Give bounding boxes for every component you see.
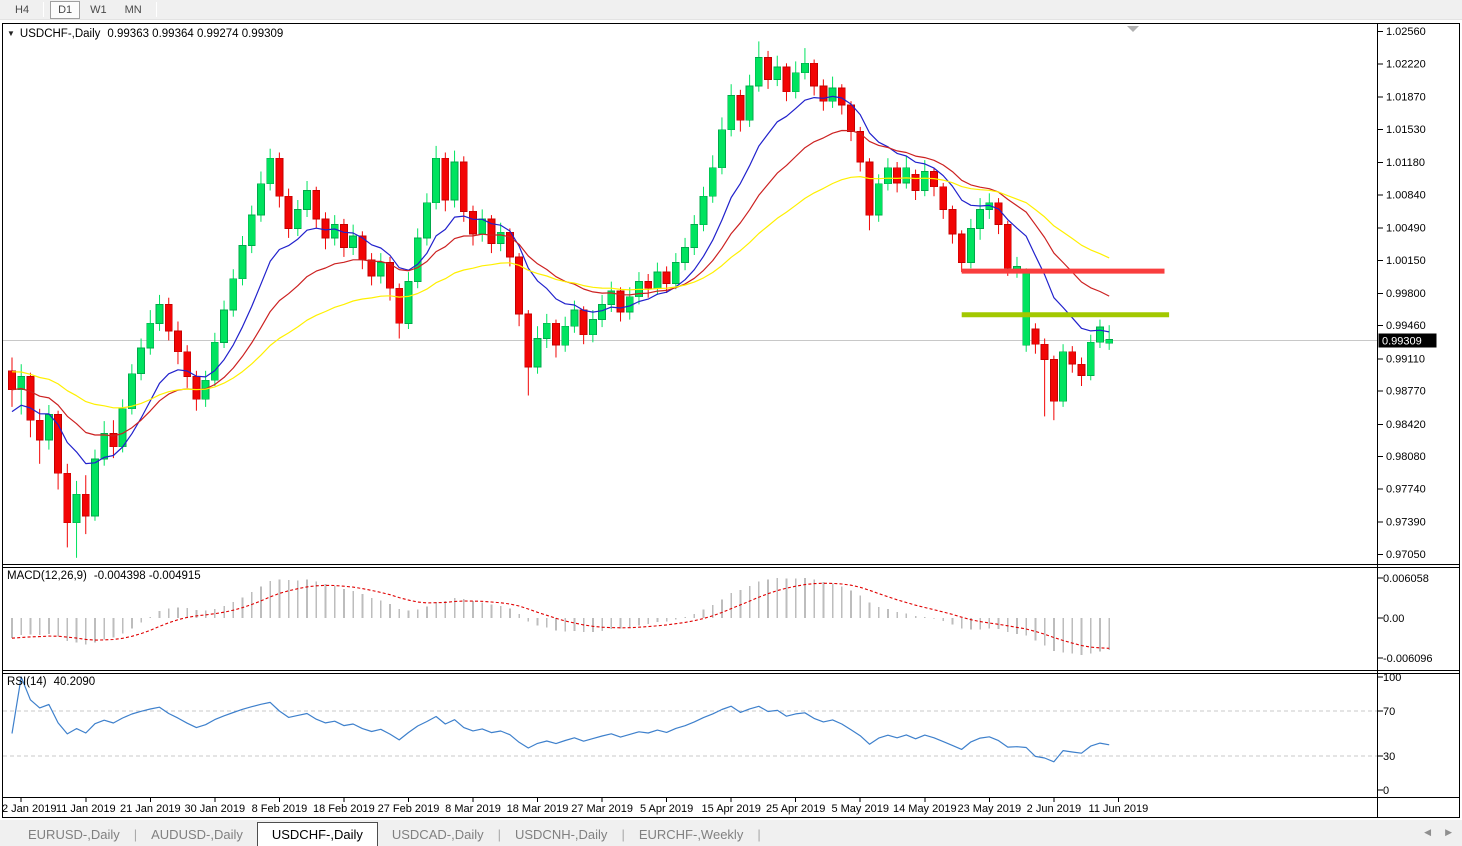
chart-shift-marker-icon[interactable] (1127, 26, 1139, 32)
macd-histogram (11, 578, 1111, 655)
price-axis-label: 1.01870 (1386, 92, 1426, 104)
chart-tab-usdcad[interactable]: USDCAD-,Daily (391, 826, 484, 842)
tab-scroll-arrows: ◀ ▶ (1424, 827, 1452, 837)
timeframe-button-w1[interactable]: W1 (90, 3, 107, 16)
ma-fast-line (11, 95, 1110, 465)
price-axis-label: 0.99110 (1386, 354, 1425, 366)
date-axis-label[interactable]: 30 Jan 2019 (185, 803, 246, 815)
date-axis-label[interactable]: 2 Jan 2019 (2, 803, 56, 815)
timeframe-button-d1[interactable]: D1 (50, 0, 81, 19)
date-axis-label[interactable]: 5 May 2019 (831, 803, 888, 815)
price-axis-label: 1.02220 (1386, 58, 1426, 70)
macd-values: -0.004398 -0.004915 (93, 570, 201, 582)
date-axis-label[interactable]: 21 Jan 2019 (120, 803, 181, 815)
ma-slow-line (11, 176, 1110, 409)
tab-separator: | (621, 826, 625, 842)
chart-title-bar: ▼ USDCHF-,Daily 0.99363 0.99364 0.99274 0.… (7, 28, 283, 40)
timeframe-button-mn[interactable]: MN (124, 3, 142, 16)
chart-tab-audusd[interactable]: AUDUSD-,Daily (151, 826, 243, 842)
chart-tabs-bar: EURUSD-,Daily | AUDUSD-,Daily USDCHF-,Daily… (0, 820, 1462, 846)
date-axis-label[interactable]: 2 Jun 2019 (1027, 803, 1081, 815)
chart-frame (2, 23, 1460, 818)
chart-dropdown-icon[interactable]: ▼ (7, 29, 15, 38)
chart-tab-eurchf[interactable]: EURCHF-,Weekly (638, 826, 744, 842)
date-axis-label[interactable]: 27 Mar 2019 (571, 803, 633, 815)
rsi-axis-label: 30 (1383, 751, 1395, 763)
current-price-value: 0.99309 (1382, 336, 1422, 348)
price-axis-label: 1.01180 (1386, 157, 1425, 169)
current-price-badge (1378, 333, 1437, 348)
date-axis-label[interactable]: 8 Mar 2019 (445, 803, 501, 815)
tab-separator: | (757, 826, 761, 842)
date-axis-label[interactable]: 15 Apr 2019 (702, 803, 761, 815)
rsi-title-bar: RSI(14) 40.2090 (7, 676, 95, 688)
date-axis-label[interactable]: 25 Apr 2019 (766, 803, 825, 815)
chart-tab-eurusd[interactable]: EURUSD-,Daily (28, 826, 120, 842)
price-axis-label: 1.02560 (1386, 26, 1426, 38)
chart-tab-usdchf[interactable]: USDCHF-,Daily (256, 822, 378, 846)
timeframe-button-h4[interactable]: H4 (15, 3, 30, 16)
price-axis-label: 0.98770 (1386, 386, 1426, 398)
macd-axis-label: -0.006096 (1383, 653, 1433, 665)
timeframe-toolbar: H4 D1 W1 MN (0, 0, 1462, 20)
macd-title-bar: MACD(12,26,9) -0.004398 -0.004915 (7, 570, 201, 582)
tab-separator: | (497, 826, 501, 842)
rsi-axis-label: 0 (1383, 785, 1389, 797)
macd-label: MACD(12,26,9) (7, 570, 87, 582)
price-axis-label: 0.97740 (1386, 484, 1426, 496)
toolbar-separator (155, 2, 157, 17)
price-axis-label: 1.00840 (1386, 189, 1426, 201)
date-axis-label[interactable]: 11 Jun 2019 (1089, 803, 1149, 815)
price-axis-label: 1.01530 (1386, 124, 1426, 136)
tab-scroll-right-button[interactable]: ▶ (1445, 827, 1452, 837)
price-axis-label: 0.97390 (1386, 517, 1426, 529)
rsi-label: RSI(14) (7, 676, 47, 688)
rsi-axis-label: 100 (1383, 672, 1401, 684)
date-axis-label[interactable]: 18 Feb 2019 (313, 803, 375, 815)
date-axis-label[interactable]: 27 Feb 2019 (378, 803, 440, 815)
rsi-value: 40.2090 (53, 676, 96, 688)
rsi-axis-label: 70 (1383, 706, 1395, 718)
candlesticks (8, 41, 1114, 558)
chart-tab-usdcnh[interactable]: USDCNH-,Daily (514, 826, 608, 842)
price-axis-label: 0.98420 (1386, 419, 1426, 431)
macd-signal-line (11, 582, 1110, 649)
tab-scroll-left-button[interactable]: ◀ (1424, 827, 1432, 837)
date-axis-label[interactable]: 23 May 2019 (957, 803, 1021, 815)
price-axis-label: 1.00490 (1386, 223, 1426, 235)
chart-ohlc-quote: 0.99363 0.99364 0.99274 0.99309 (107, 28, 284, 40)
price-axis-label: 0.98080 (1386, 451, 1426, 463)
rsi-line (11, 676, 1110, 763)
tab-separator: | (133, 826, 138, 842)
date-axis-label[interactable]: 8 Feb 2019 (252, 803, 308, 815)
date-axis-label[interactable]: 18 Mar 2019 (507, 803, 569, 815)
price-axis-label: 0.99800 (1386, 288, 1426, 300)
chart-title: USDCHF-,Daily (19, 28, 101, 40)
date-axis-label[interactable]: 14 May 2019 (893, 803, 957, 815)
price-axis-label: 0.99460 (1386, 320, 1426, 332)
date-axis-label[interactable]: 5 Apr 2019 (640, 803, 693, 815)
toolbar-separator (43, 2, 45, 17)
macd-axis-label: 0.00 (1383, 613, 1404, 625)
price-axis-label: 1.00150 (1386, 255, 1426, 267)
date-axis-label[interactable]: 11 Jan 2019 (56, 803, 116, 815)
macd-axis-label: 0.006058 (1383, 573, 1429, 585)
price-axis-label: 0.97050 (1386, 549, 1426, 561)
